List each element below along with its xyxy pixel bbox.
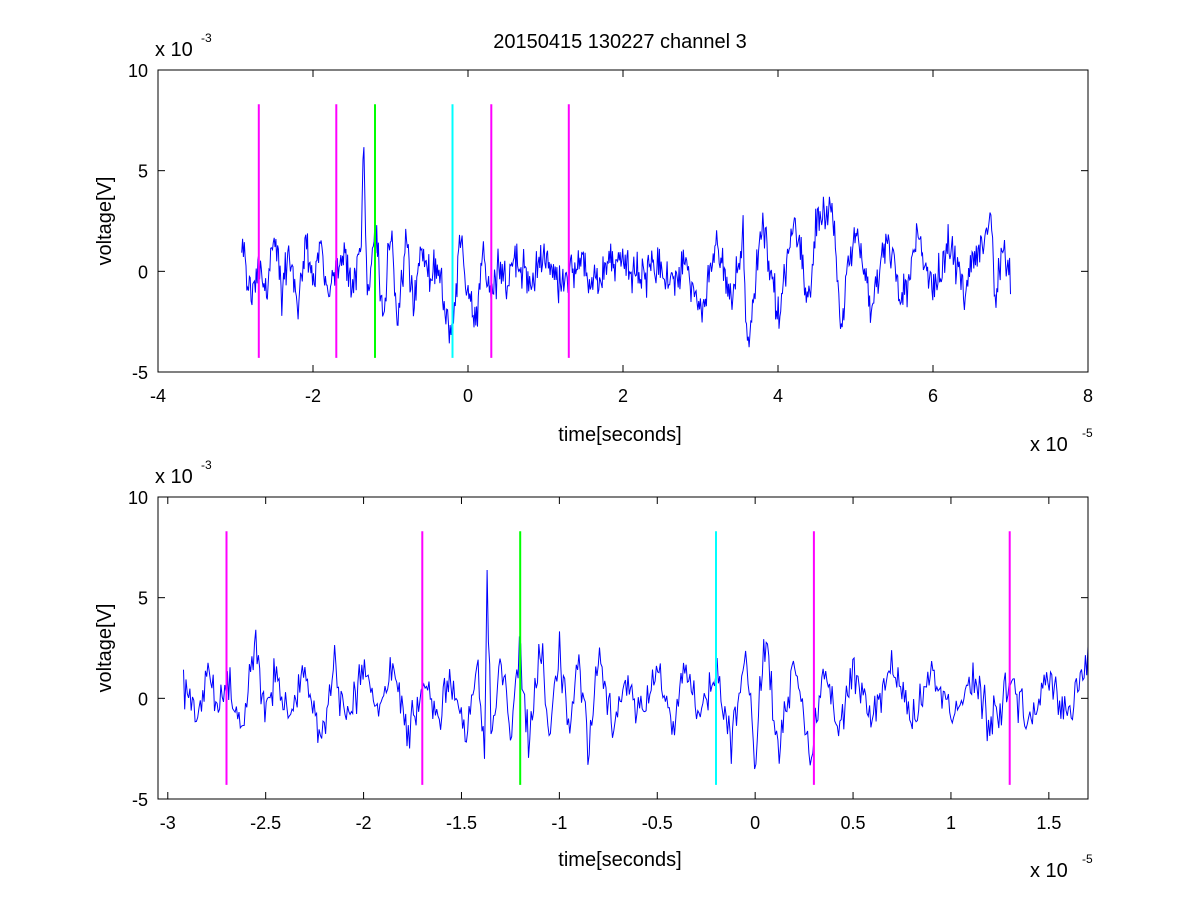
signal-trace-top [241,147,1011,348]
y-tick-label: 0 [138,689,148,709]
x-tick-label: -2.5 [250,813,281,833]
y-exponent-power: -3 [201,458,212,472]
y-tick-label: 0 [138,262,148,282]
x-exponent-power: -5 [1082,426,1093,440]
x-tick-label: -2 [305,386,321,406]
y-tick-label: -5 [132,363,148,383]
x-exponent-top: x 10 -5 [1030,426,1093,456]
x-tick-label: 6 [928,386,938,406]
y-exponent-base: x 10 [155,39,193,61]
y-axis-label-top: voltage[V] [94,177,116,266]
x-exponent-bottom: x 10 -5 [1030,852,1093,882]
chart-title: 20150415 130227 channel 3 [493,31,747,53]
x-tick-label: 0 [750,813,760,833]
x-exponent-power: -5 [1082,852,1093,866]
y-exponent-power: -3 [201,31,212,45]
x-exponent-base: x 10 [1030,860,1068,882]
x-tick-label: 1.5 [1036,813,1061,833]
tick-marks-top: -4 -2 0 2 4 6 8 -5 0 5 10 [128,61,1093,406]
x-tick-label: 1 [946,813,956,833]
x-tick-label: -0.5 [642,813,673,833]
x-tick-label: 2 [618,386,628,406]
x-tick-label: 0.5 [841,813,866,833]
y-axis-label-bottom: voltage[V] [94,604,116,693]
y-tick-label: 5 [138,589,148,609]
x-tick-label: 4 [773,386,783,406]
x-tick-label: 8 [1083,386,1093,406]
y-tick-label: 10 [128,61,148,81]
y-tick-label: -5 [132,790,148,810]
x-tick-label: -1.5 [446,813,477,833]
plot-area-top [241,104,1011,358]
axes-frame-bottom [157,496,1089,800]
y-tick-label: 5 [138,162,148,182]
x-tick-label: -2 [356,813,372,833]
x-tick-label: 0 [463,386,473,406]
y-exponent-top: x 10 -3 [155,31,212,61]
signal-trace-bottom [183,569,1089,770]
x-exponent-base: x 10 [1030,434,1068,456]
plot-area-bottom [183,531,1089,785]
y-tick-label: 10 [128,488,148,508]
y-exponent-bottom: x 10 -3 [155,458,212,488]
x-tick-label: -4 [150,386,166,406]
y-exponent-base: x 10 [155,466,193,488]
x-axis-label-bottom: time[seconds] [558,849,681,871]
tick-marks-bottom: -3 -2.5 -2 -1.5 -1 -0.5 0 0.5 1 1.5 -5 0 5 10 [128,488,1088,833]
x-tick-label: -3 [160,813,176,833]
x-axis-label-top: time[seconds] [558,424,681,446]
axes-top: -4 -2 0 2 4 6 8 -5 0 5 10 time[seconds] voltage[V]… [94,31,1093,456]
axes-bottom: -3 -2.5 -2 -1.5 -1 -0.5 0 0.5 1 1.5 -5 0 5 10 time[se… [94,458,1093,882]
x-tick-label: -1 [551,813,567,833]
